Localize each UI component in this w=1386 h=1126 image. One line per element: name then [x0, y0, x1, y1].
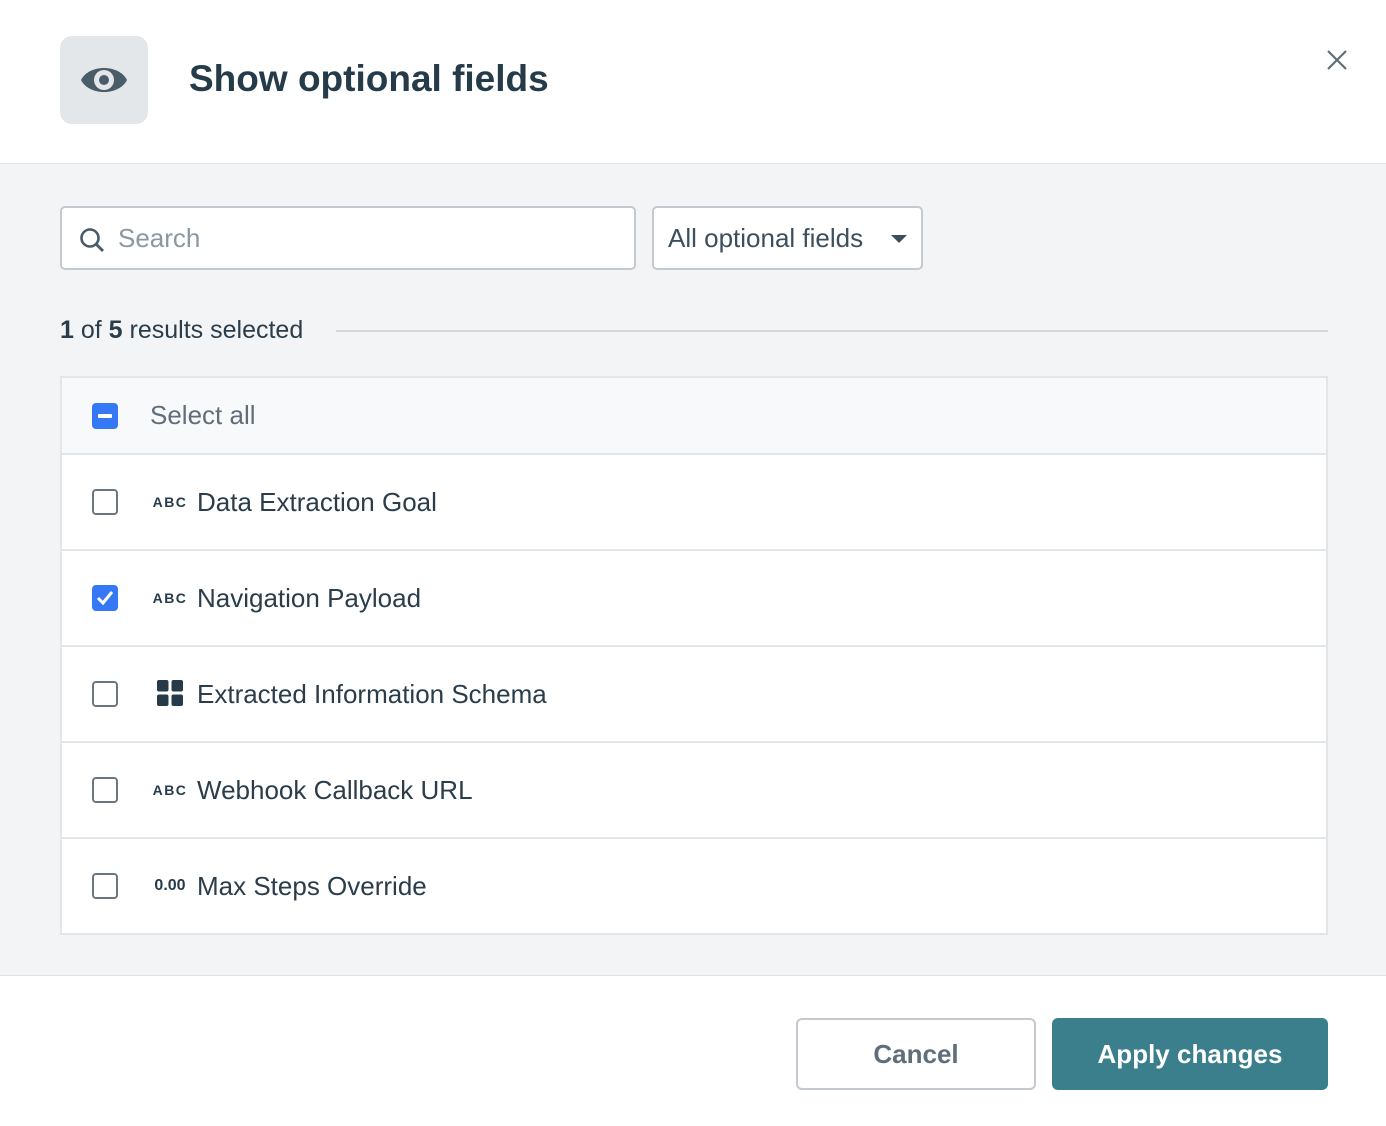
dialog-header: Show optional fields: [0, 0, 1386, 164]
search-input[interactable]: [118, 218, 618, 258]
total-count: 5: [108, 316, 123, 344]
select-all-label: Select all: [150, 400, 256, 430]
field-checkbox[interactable]: [92, 585, 118, 611]
selected-count: 1: [60, 316, 74, 344]
eye-icon: [60, 36, 148, 124]
chevron-down-icon: [891, 235, 907, 243]
search-icon: [80, 228, 104, 252]
select-all-row[interactable]: Select all: [62, 378, 1326, 453]
field-label: Navigation Payload: [197, 582, 422, 613]
list-item[interactable]: ABC Navigation Payload: [62, 549, 1326, 645]
apply-changes-button[interactable]: Apply changes: [1052, 1018, 1328, 1090]
list-item[interactable]: ABC Data Extraction Goal: [62, 453, 1326, 549]
field-filter-value: All optional fields: [668, 223, 864, 253]
field-checkbox[interactable]: [92, 489, 118, 515]
list-item[interactable]: ABC Webhook Callback URL: [62, 741, 1326, 837]
close-icon[interactable]: [1322, 45, 1352, 75]
summary-of: of: [80, 316, 102, 344]
selection-summary: 1 of 5 results selected: [60, 316, 303, 345]
list-item[interactable]: Extracted Information Schema: [62, 645, 1326, 741]
field-label: Webhook Callback URL: [197, 774, 473, 805]
field-checkbox[interactable]: [92, 681, 118, 707]
divider: [336, 330, 1328, 332]
field-label: Extracted Information Schema: [197, 678, 547, 709]
grid-icon: [150, 679, 190, 709]
cancel-button[interactable]: Cancel: [796, 1018, 1036, 1090]
search-field[interactable]: [60, 206, 636, 270]
summary-suffix: results selected: [129, 316, 304, 344]
number-type-icon: 0.00: [154, 877, 186, 894]
checkmark-icon: [96, 591, 114, 606]
list-item[interactable]: 0.00 Max Steps Override: [62, 837, 1326, 933]
field-filter-dropdown[interactable]: All optional fields: [652, 206, 923, 270]
field-label: Data Extraction Goal: [197, 486, 437, 517]
dialog-footer: Cancel Apply changes: [0, 977, 1386, 1126]
dialog-title: Show optional fields: [189, 58, 549, 99]
field-label: Max Steps Override: [197, 870, 427, 901]
text-type-icon: ABC: [152, 782, 188, 798]
text-type-icon: ABC: [152, 590, 188, 606]
field-list: Select all ABC Data Extraction Goal ABC …: [60, 376, 1328, 935]
select-all-checkbox[interactable]: [92, 402, 118, 429]
field-checkbox[interactable]: [92, 873, 118, 899]
text-type-icon: ABC: [152, 494, 188, 510]
field-checkbox[interactable]: [92, 777, 118, 803]
dialog-body: All optional fields 1 of 5 results selec…: [0, 164, 1386, 976]
